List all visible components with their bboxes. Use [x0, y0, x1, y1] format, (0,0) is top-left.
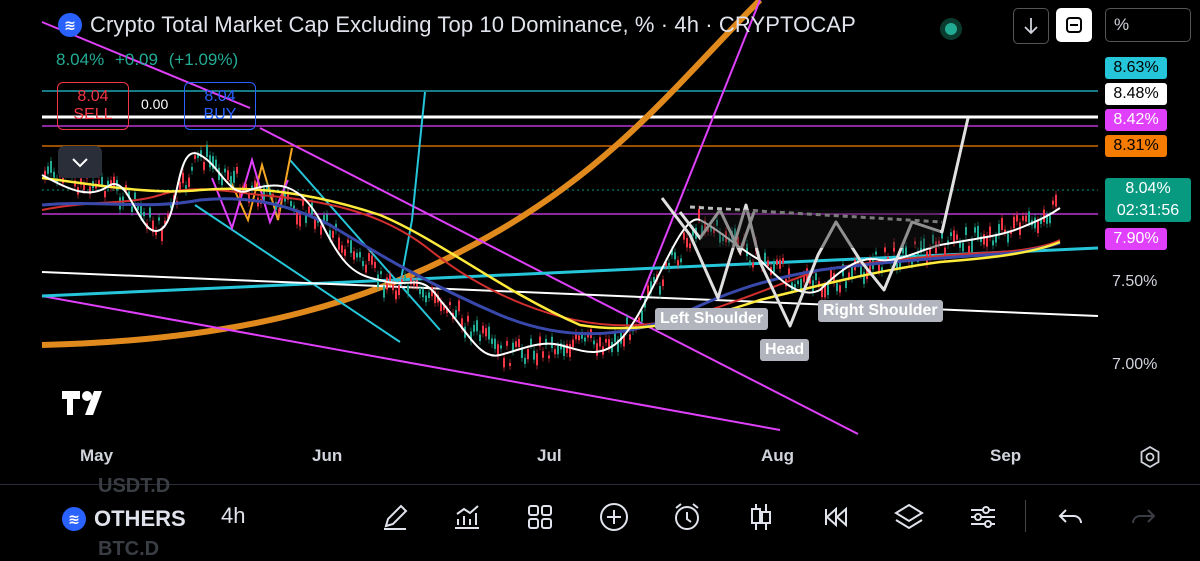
price-label-8-63: 8.63% — [1105, 57, 1167, 79]
chart-settings-icon[interactable] — [1138, 445, 1162, 469]
toolbar-divider — [1025, 500, 1026, 532]
price-change-percent: (+1.09%) — [168, 50, 239, 69]
scale-percent-input[interactable]: % — [1105, 8, 1191, 42]
arrow-down-icon[interactable] — [1013, 8, 1049, 44]
last-price: 8.04% — [56, 50, 105, 69]
tradingview-logo — [60, 387, 108, 424]
fullscreen-icon[interactable] — [1056, 8, 1092, 42]
spread-value: 0.00 — [141, 96, 169, 112]
layers-icon[interactable] — [892, 500, 926, 534]
bar-countdown-label: 02:31:56 — [1105, 200, 1191, 222]
buy-price: 8.04 — [204, 88, 236, 105]
replay-icon[interactable] — [818, 500, 852, 534]
buy-button[interactable]: 8.04 BUY — [184, 82, 256, 130]
current-price-label: 8.04% — [1105, 178, 1191, 200]
timeframe-button[interactable]: 4h — [221, 503, 246, 528]
x-axis-label: Sep — [990, 446, 1022, 465]
crypto-symbol-icon: ≋ — [62, 507, 86, 531]
x-axis-label: Jun — [312, 446, 343, 465]
quote-line: 8.04% +0.09 (+1.09%) — [56, 50, 244, 70]
market-status-icon[interactable] — [940, 18, 962, 40]
y-axis-label: 7.50% — [1112, 273, 1158, 290]
next-symbol[interactable]: BTC.D — [98, 538, 160, 560]
previous-symbol[interactable]: USDT.D — [98, 475, 171, 497]
collapse-chevron-icon[interactable] — [58, 146, 102, 178]
symbol-selector[interactable]: ≋ OTHERS — [62, 506, 186, 532]
price-label-8-42: 8.42% — [1105, 109, 1167, 131]
add-icon[interactable] — [597, 500, 631, 534]
chart-header: ≋ Crypto Total Market Cap Excluding Top … — [58, 12, 856, 38]
price-label-8-31: 8.31% — [1105, 135, 1167, 157]
price-label-8-48: 8.48% — [1105, 83, 1167, 105]
price-label-7-90: 7.90% — [1105, 228, 1167, 250]
price-chart[interactable] — [0, 0, 1200, 484]
left-shoulder-label[interactable]: Left Shoulder — [655, 308, 769, 330]
right-shoulder-label[interactable]: Right Shoulder — [818, 300, 943, 322]
sell-button[interactable]: 8.04 SELL — [57, 82, 129, 130]
redo-icon — [1126, 500, 1160, 534]
pencil-icon[interactable] — [378, 500, 412, 534]
sell-label: SELL — [73, 106, 113, 123]
symbol-name: OTHERS — [94, 506, 186, 531]
y-axis-label: 7.00% — [1112, 356, 1158, 373]
crypto-symbol-icon: ≋ — [58, 13, 82, 37]
settings-sliders-icon[interactable] — [966, 500, 1000, 534]
bottom-toolbar — [0, 484, 1200, 555]
chart-title[interactable]: Crypto Total Market Cap Excluding Top 10… — [90, 12, 856, 37]
sell-price: 8.04 — [77, 88, 109, 105]
grid-icon[interactable] — [523, 500, 557, 534]
head-label[interactable]: Head — [760, 339, 810, 361]
x-axis-label: Jul — [537, 446, 562, 465]
undo-icon[interactable] — [1054, 500, 1088, 534]
x-axis-label: May — [80, 446, 114, 465]
buy-label: BUY — [203, 106, 237, 123]
candles-icon[interactable] — [744, 500, 778, 534]
alert-clock-icon[interactable] — [670, 500, 704, 534]
x-axis-label: Aug — [761, 446, 795, 465]
price-change: +0.09 — [114, 50, 158, 69]
indicators-icon[interactable] — [450, 500, 484, 534]
